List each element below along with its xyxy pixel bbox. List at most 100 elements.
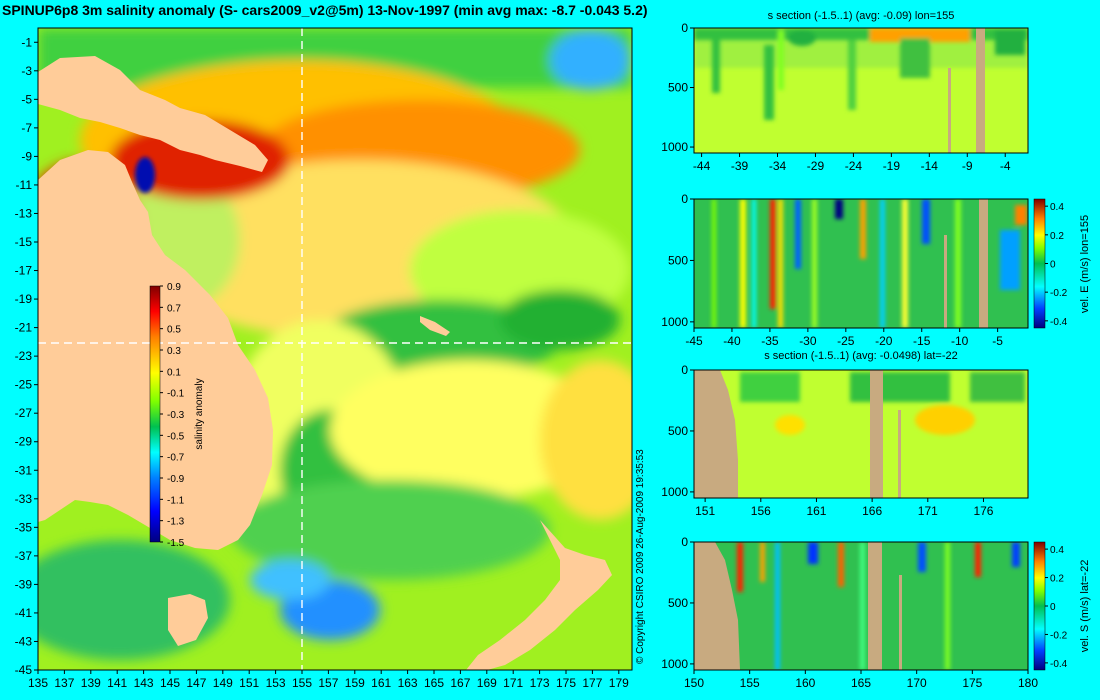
panel2-axes: -45 -40 -35 -30 -25 -20 -15 -10 -5 0 500 1000	[661, 192, 1003, 348]
map-y-tick-label: -7	[21, 121, 32, 135]
map-x-tick-label: 175	[556, 676, 576, 690]
panel1-x-tick-label: -4	[1000, 159, 1011, 173]
panel1-y-tick-label: 500	[668, 81, 688, 95]
map-y-tick-label: -27	[15, 406, 33, 420]
panel3-x-tick-label: 151	[695, 504, 715, 518]
panel1-x-tick-label: -34	[769, 159, 787, 173]
panel3-y-tick-label: 0	[681, 363, 688, 377]
panel3-axes: 151 156 161 166 171 176 0 500 1000	[661, 363, 994, 518]
map-x-tick-label: 163	[398, 676, 418, 690]
map-y-tick-label: -11	[16, 178, 33, 192]
map-colorbar-tick-label: -0.7	[167, 453, 185, 464]
panel3-title: s section (-1.5..1) (avg: -0.0498) lat=-…	[764, 350, 958, 362]
panel4-x-tick-label: 180	[1018, 676, 1038, 690]
panel3-land	[870, 370, 883, 498]
map-x-tick-label: 147	[186, 676, 206, 690]
land-new-guinea	[38, 56, 268, 172]
map-x-tick-label: 135	[28, 676, 48, 690]
panel4-x-tick-label: 165	[851, 676, 871, 690]
map-colorbar-tick-label: 0.7	[167, 303, 181, 314]
map-colorbar-tick-label: -1.3	[167, 517, 185, 528]
map-colorbar-tick-label: -0.1	[167, 389, 185, 400]
panel4-y-tick-label: 0	[681, 535, 688, 549]
panel1-y-tick-label: 1000	[661, 140, 688, 154]
panel2-colorbar-ramp	[1033, 198, 1046, 329]
map-colorbar-tick-label: -0.5	[167, 431, 185, 442]
map-y-tick-label: -15	[15, 235, 33, 249]
panel1-x-tick-label: -19	[883, 159, 901, 173]
map-x-tick-label: 177	[582, 676, 602, 690]
panel2-x-tick-label: -30	[799, 334, 817, 348]
map-y-tick-label: -25	[15, 378, 33, 392]
panel2-y-tick-label: 0	[681, 192, 688, 206]
map-colorbar-tick-label: -0.3	[167, 410, 185, 421]
panel2-x-tick-label: -15	[913, 334, 931, 348]
panel4-y-tick-label: 1000	[661, 657, 688, 671]
map-y-tick-label: -41	[15, 606, 33, 620]
map-x-tick-label: 167	[450, 676, 470, 690]
section-panel-salinity-lon: s section (-1.5..1) (avg: -0.09) lon=155…	[661, 10, 1029, 173]
panel3-y-tick-label: 1000	[661, 485, 688, 499]
figure-title: SPINUP6p8 3m salinity anomaly (S- cars20…	[2, 2, 648, 18]
section-panel-vel-s: 150 155 160 165 170 175 180 0 500 1000 0.4 0.2 0 -0.…	[661, 535, 1091, 690]
map-x-axis: 135 137 139 141 143 145 147 149 151 153 155 157 159 1…	[28, 670, 629, 690]
map-x-tick-label: 153	[266, 676, 286, 690]
panel4-colorbar: 0.4 0.2 0 -0.2 -0.4 vel. S (m/s) lat=-22	[1033, 541, 1091, 671]
map-x-tick-label: 159	[345, 676, 365, 690]
panel3-x-tick-label: 171	[918, 504, 938, 518]
panel2-colorbar: 0.4 0.2 0 -0.2 -0.4 vel. E (m/s) lon=155	[1033, 198, 1091, 329]
map-y-tick-label: -9	[21, 149, 32, 163]
panel4-colorbar-ticks: 0.4 0.2 0 -0.2 -0.4	[1045, 545, 1068, 670]
section-panel-salinity-lat: s section (-1.5..1) (avg: -0.0498) lat=-…	[661, 350, 1029, 518]
map-y-tick-label: -31	[15, 463, 33, 477]
panel2-colorbar-ticks: 0.4 0.2 0 -0.2 -0.4	[1045, 202, 1068, 328]
panel1-x-tick-label: -44	[693, 159, 711, 173]
map-x-tick-label: 173	[530, 676, 550, 690]
panel2-land	[979, 199, 988, 328]
panel4-x-tick-label: 160	[795, 676, 815, 690]
panel4-x-tick-label: 150	[684, 676, 704, 690]
land-new-caledonia	[420, 316, 450, 336]
panel2-y-tick-label: 1000	[661, 315, 688, 329]
panel2-y-tick-label: 500	[668, 253, 688, 267]
panel2-colorbar-tick-label: 0.2	[1050, 231, 1064, 242]
panel1-land	[976, 28, 985, 153]
panel4-colorbar-tick-label: -0.2	[1050, 630, 1068, 641]
panel2-x-tick-label: -40	[723, 334, 741, 348]
map-x-tick-label: 165	[424, 676, 444, 690]
map-colorbar-tick-label: 0.9	[167, 282, 181, 293]
land-new-zealand	[466, 520, 612, 670]
map-colorbar-tick-label: 0.5	[167, 325, 181, 336]
panel4-colorbar-tick-label: -0.4	[1050, 659, 1068, 670]
panel2-x-tick-label: -25	[837, 334, 855, 348]
map-frame	[37, 27, 633, 671]
map-x-tick-label: 139	[81, 676, 101, 690]
panel3-y-tick-label: 500	[668, 424, 688, 438]
map-y-tick-label: -23	[15, 349, 33, 363]
panel1-x-tick-label: -24	[845, 159, 863, 173]
panel4-x-tick-label: 155	[740, 676, 760, 690]
map-x-tick-label: 143	[134, 676, 154, 690]
panel1-y-tick-label: 0	[681, 21, 688, 35]
panel1-x-tick-label: -14	[921, 159, 939, 173]
panel4-land-west	[694, 542, 740, 670]
map-colorbar-tick-label: -1.5	[167, 538, 185, 549]
map-colorbar-tick-label: 0.3	[167, 346, 181, 357]
panel3-x-tick-label: 176	[973, 504, 993, 518]
panel4-colorbar-label: vel. S (m/s) lat=-22	[1079, 560, 1091, 653]
map-colorbar-tick-label: -1.1	[167, 495, 185, 506]
salinity-map: 135 137 139 141 143 145 147 149 151 153 155 157 159 1…	[15, 27, 633, 690]
panel3-x-tick-label: 156	[751, 504, 771, 518]
land-tasmania	[168, 594, 208, 646]
panel2-x-tick-label: -45	[685, 334, 703, 348]
map-x-tick-label: 171	[503, 676, 523, 690]
panel4-colorbar-tick-label: 0.2	[1050, 574, 1064, 585]
panel4-axes: 150 155 160 165 170 175 180 0 500 1000	[661, 535, 1038, 690]
panel3-x-tick-label: 161	[806, 504, 826, 518]
map-colorbar-ticks: 0.9 0.7 0.5 0.3 0.1 -0.1 -0.3 -0.5 -0.7 -0.9 -1.1 -…	[160, 282, 185, 549]
panel4-colorbar-ramp	[1033, 541, 1046, 671]
map-y-tick-label: -43	[15, 634, 33, 648]
panel1-x-tick-label: -39	[731, 159, 749, 173]
map-y-tick-label: -29	[15, 435, 33, 449]
map-y-tick-label: -21	[15, 321, 33, 335]
